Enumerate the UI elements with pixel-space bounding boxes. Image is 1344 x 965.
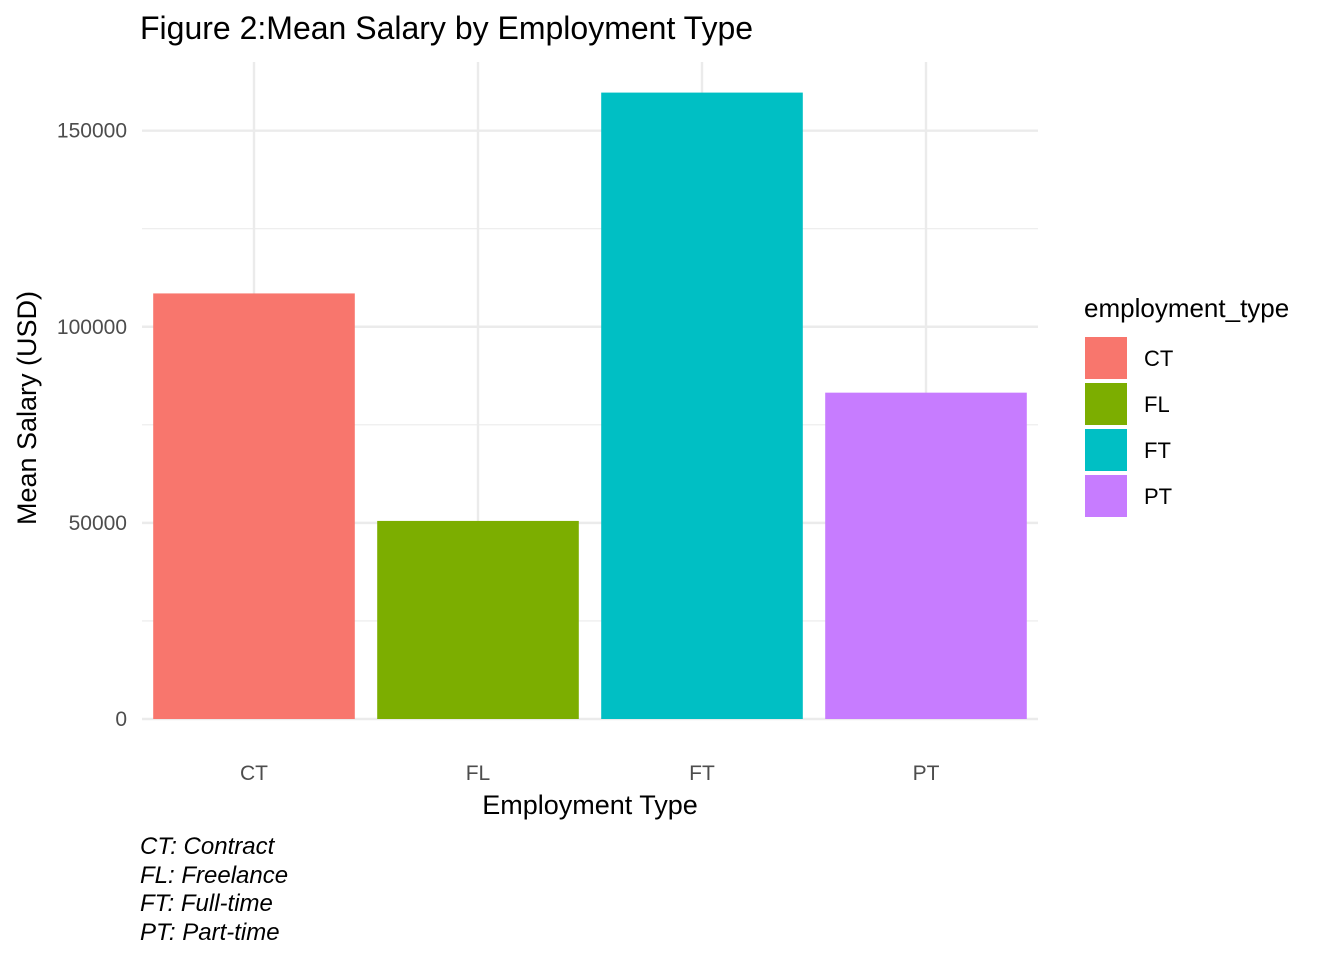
x-tick-label-fl: FL bbox=[466, 762, 491, 785]
caption-line-pt: PT: Part-time bbox=[140, 919, 280, 946]
legend-key-fl bbox=[1085, 383, 1127, 425]
caption-line-ct: CT: Contract bbox=[140, 833, 276, 860]
bar-pt bbox=[825, 392, 1027, 719]
y-tick-label: 100000 bbox=[57, 316, 127, 339]
caption-line-ft: FT: Full-time bbox=[140, 890, 273, 917]
y-axis-title: Mean Salary (USD) bbox=[12, 291, 42, 525]
bar-ct bbox=[153, 293, 355, 719]
x-tick-label-pt: PT bbox=[913, 762, 940, 785]
legend-key-pt bbox=[1085, 475, 1127, 517]
bar-ft bbox=[601, 92, 803, 720]
legend-key-ct bbox=[1085, 337, 1127, 379]
legend-label-pt: PT bbox=[1144, 484, 1172, 509]
bar-fl bbox=[377, 520, 579, 719]
x-axis-title: Employment Type bbox=[482, 790, 698, 820]
legend-label-ct: CT bbox=[1144, 346, 1173, 371]
x-tick-label-ct: CT bbox=[240, 762, 268, 785]
chart-title: Figure 2:Mean Salary by Employment Type bbox=[140, 10, 753, 46]
caption-line-fl: FL: Freelance bbox=[140, 862, 288, 889]
bars bbox=[153, 92, 1027, 720]
caption: CT: Contract FL: Freelance FT: Full-time… bbox=[140, 833, 288, 946]
y-tick-label: 0 bbox=[115, 708, 127, 731]
legend-label-ft: FT bbox=[1144, 438, 1171, 463]
x-axis-tick-labels: CT FL FT PT bbox=[240, 762, 940, 785]
y-tick-label: 150000 bbox=[57, 120, 127, 143]
legend-key-ft bbox=[1085, 429, 1127, 471]
y-tick-label: 50000 bbox=[69, 512, 127, 535]
y-axis-tick-labels: 0 50000 100000 150000 bbox=[57, 120, 127, 731]
legend: employment_type CT FL FT PT bbox=[1084, 293, 1289, 517]
x-tick-label-ft: FT bbox=[689, 762, 715, 785]
legend-label-fl: FL bbox=[1144, 392, 1170, 417]
legend-title: employment_type bbox=[1084, 293, 1289, 323]
